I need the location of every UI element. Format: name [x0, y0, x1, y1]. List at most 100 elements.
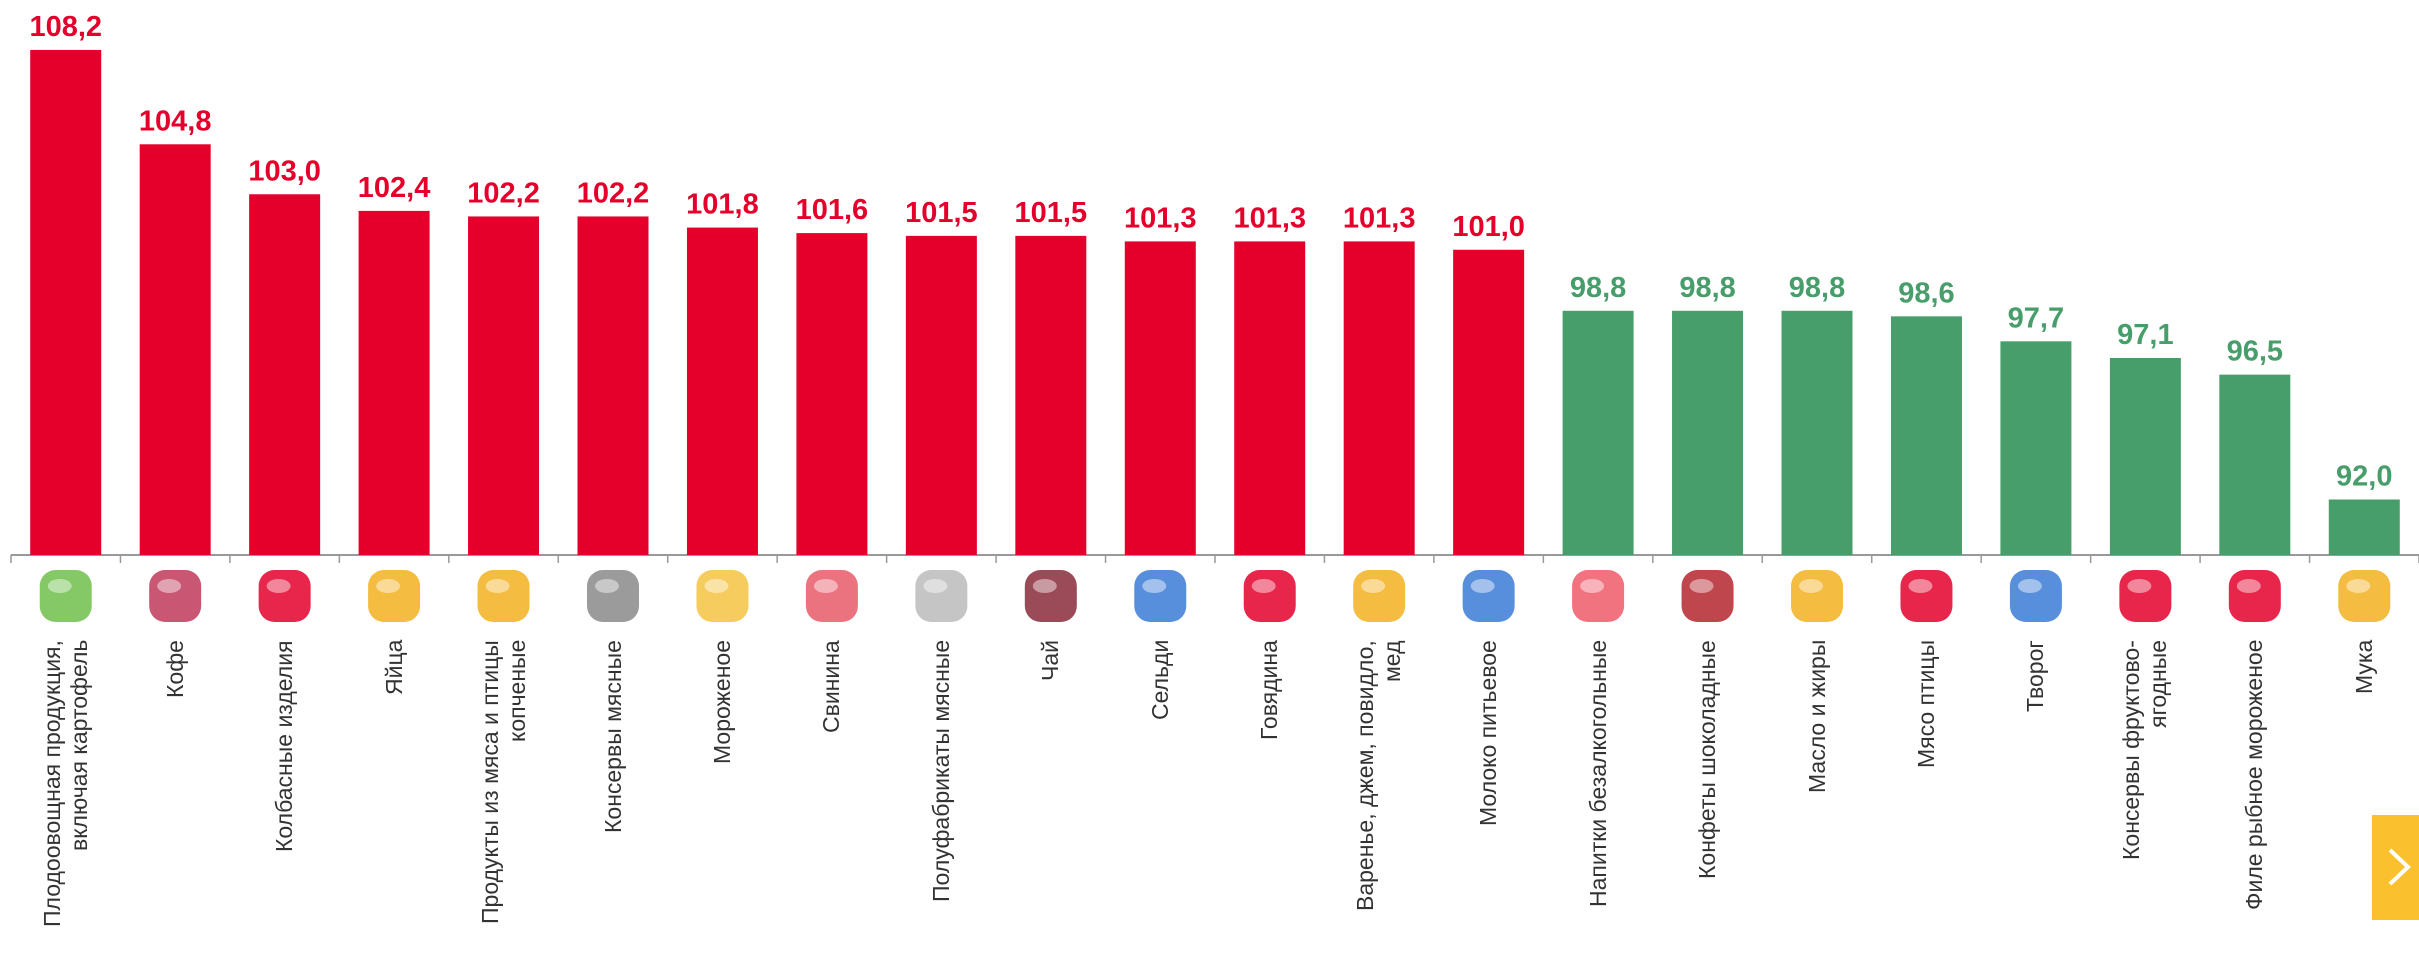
bar: [1125, 241, 1196, 555]
category-icon-highlight: [1361, 579, 1385, 593]
bar: [796, 233, 867, 555]
bar: [2219, 375, 2290, 555]
bar: [140, 144, 211, 555]
bar: [468, 216, 539, 555]
category-icon-highlight: [48, 579, 72, 593]
category-icon-highlight: [376, 579, 400, 593]
chevron: [2390, 850, 2408, 884]
category-label: Напитки безалкогольные: [1585, 640, 1612, 970]
bar: [1782, 311, 1853, 555]
category-icon-highlight: [1252, 579, 1276, 593]
category-icon: [1463, 570, 1515, 622]
category-label: Мука: [2351, 640, 2378, 970]
category-icon: [259, 570, 311, 622]
bar: [1891, 316, 1962, 555]
value-label: 103,0: [248, 155, 321, 187]
value-label: 102,2: [577, 177, 650, 209]
category-icon-highlight: [923, 579, 947, 593]
category-icon-highlight: [267, 579, 291, 593]
category-icon: [806, 570, 858, 622]
category-icon-highlight: [1033, 579, 1057, 593]
bar: [249, 194, 320, 555]
value-label: 97,7: [2008, 302, 2064, 334]
category-label: Консервы мясные: [600, 640, 627, 970]
category-icon: [40, 570, 92, 622]
value-label: 101,3: [1233, 202, 1306, 234]
bar: [359, 211, 430, 555]
category-label: Филе рыбное мороженое: [2241, 640, 2268, 970]
category-label: Чай: [1037, 640, 1064, 970]
category-label: Колбасные изделия: [271, 640, 298, 970]
category-label: Яйца: [381, 640, 408, 970]
category-label: Консервы фруктово- ягодные: [2118, 640, 2172, 970]
category-icon: [696, 570, 748, 622]
category-icon: [368, 570, 420, 622]
category-icon-highlight: [2018, 579, 2042, 593]
value-label: 92,0: [2336, 461, 2392, 493]
value-label: 101,5: [1015, 197, 1088, 229]
category-label: Масло и жиры: [1804, 640, 1831, 970]
category-icon-highlight: [157, 579, 181, 593]
category-icon: [2010, 570, 2062, 622]
category-icon: [1900, 570, 1952, 622]
category-icon-highlight: [1690, 579, 1714, 593]
category-icon-highlight: [2237, 579, 2261, 593]
category-icon-highlight: [1142, 579, 1166, 593]
category-label: Мясо птицы: [1913, 640, 1940, 970]
category-label: Молоко питьевое: [1475, 640, 1502, 970]
category-icon: [1572, 570, 1624, 622]
chevron-icon: [2372, 815, 2419, 920]
category-label: Плодоовощная продукция, включая картофел…: [39, 640, 93, 970]
category-icon: [149, 570, 201, 622]
value-label: 98,8: [1679, 272, 1735, 304]
bar: [1234, 241, 1305, 555]
category-icon-highlight: [1799, 579, 1823, 593]
category-icon-highlight: [595, 579, 619, 593]
bar: [906, 236, 977, 555]
category-icon-highlight: [2346, 579, 2370, 593]
category-label: Конфеты шоколадные: [1694, 640, 1721, 970]
value-label: 97,1: [2117, 319, 2173, 351]
category-icon: [915, 570, 967, 622]
value-label: 101,6: [796, 194, 869, 226]
category-label: Мороженое: [709, 640, 736, 970]
value-label: 101,8: [686, 189, 759, 221]
value-label: 102,2: [467, 177, 540, 209]
category-icon: [1134, 570, 1186, 622]
bar: [2329, 500, 2400, 556]
category-icon-highlight: [486, 579, 510, 593]
category-icon-highlight: [1908, 579, 1932, 593]
bar: [1453, 250, 1524, 555]
next-button[interactable]: [2372, 815, 2419, 920]
category-label: Говядина: [1256, 640, 1283, 970]
value-label: 108,2: [29, 11, 102, 43]
value-label: 104,8: [139, 105, 212, 137]
category-label: Свинина: [818, 640, 845, 970]
value-label: 96,5: [2227, 336, 2283, 368]
category-label: Полуфабрикаты мясные: [928, 640, 955, 970]
category-icon-highlight: [1580, 579, 1604, 593]
value-label: 98,8: [1570, 272, 1626, 304]
value-label: 101,3: [1343, 202, 1416, 234]
bar: [1015, 236, 1086, 555]
category-icon: [1682, 570, 1734, 622]
category-label: Сельди: [1147, 640, 1174, 970]
category-icon-highlight: [2127, 579, 2151, 593]
category-label: Продукты из мяса и птицы копченые: [477, 640, 531, 970]
category-icon: [2229, 570, 2281, 622]
value-label: 101,5: [905, 197, 978, 229]
value-label: 98,8: [1789, 272, 1845, 304]
value-label: 101,0: [1452, 211, 1525, 243]
bar: [2000, 341, 2071, 555]
bar: [687, 228, 758, 555]
category-icon-highlight: [814, 579, 838, 593]
bar: [30, 50, 101, 555]
category-icon: [1244, 570, 1296, 622]
category-label: Творог: [2022, 640, 2049, 970]
bar: [1344, 241, 1415, 555]
bar: [2110, 358, 2181, 555]
category-icon: [2119, 570, 2171, 622]
value-label: 98,6: [1898, 277, 1954, 309]
category-icon-highlight: [704, 579, 728, 593]
chart: 108,2104,8103,0102,4102,2102,2101,8101,6…: [0, 0, 2419, 976]
